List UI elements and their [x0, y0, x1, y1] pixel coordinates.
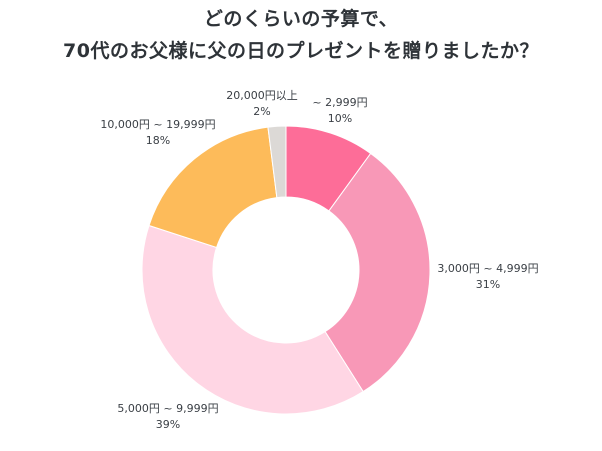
- slice-labels: ~ 2,999円 10% 3,000円 ~ 4,999円 31% 5,000円 ~ 9,…: [100, 89, 538, 431]
- slice-value-label-3: 18%: [146, 134, 170, 147]
- slice-category-label-2: 5,000円 ~ 9,999円: [117, 402, 218, 415]
- chart-title-line1: どのくらいの予算で、: [203, 8, 399, 30]
- slice-category-label-4: 20,000円以上: [226, 89, 298, 102]
- donut-slices: [141, 125, 431, 415]
- slice-value-label-4: 2%: [253, 105, 270, 118]
- donut-slice-4: [267, 125, 287, 199]
- donut-slice-1: [324, 152, 431, 393]
- slice-value-label-2: 39%: [156, 418, 180, 431]
- slice-category-label-0: ~ 2,999円: [312, 96, 367, 109]
- slice-category-label-1: 3,000円 ~ 4,999円: [437, 262, 538, 275]
- slice-value-label-0: 10%: [328, 112, 352, 125]
- slice-category-label-3: 10,000円 ~ 19,999円: [100, 118, 215, 131]
- chart-title-line2: 70代のお父様に父の日のプレゼントを贈りましたか？: [63, 40, 539, 62]
- donut-slice-3: [148, 126, 278, 249]
- slice-value-label-1: 31%: [476, 278, 500, 291]
- donut-slice-2: [141, 224, 364, 415]
